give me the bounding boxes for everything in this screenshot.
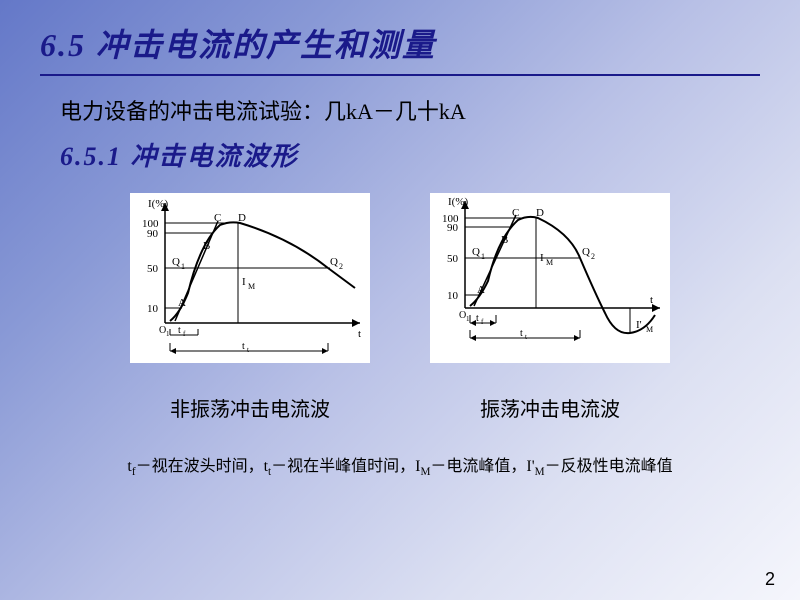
svg-text:1: 1 — [166, 330, 170, 338]
svg-text:t: t — [476, 313, 479, 324]
body-text: 电力设备的冲击电流试验：几kA－几十kA — [0, 94, 800, 126]
figure-2-caption: 振荡冲击电流波 — [480, 393, 620, 422]
svg-text:D: D — [238, 212, 246, 224]
svg-text:B: B — [501, 234, 508, 246]
svg-text:M: M — [546, 258, 553, 267]
svg-text:I': I' — [636, 319, 642, 331]
svg-text:50: 50 — [447, 253, 459, 265]
svg-text:1: 1 — [181, 262, 185, 271]
svg-text:Q: Q — [172, 256, 180, 268]
svg-text:Q: Q — [472, 246, 480, 258]
svg-text:I: I — [540, 252, 544, 264]
svg-text:2: 2 — [591, 252, 595, 261]
svg-text:Q: Q — [330, 256, 338, 268]
svg-text:1: 1 — [466, 315, 470, 323]
figure-1: 100 90 50 10 I(%) t A B C D Q1 Q2 O1 IM — [130, 193, 370, 422]
svg-text:C: C — [214, 212, 221, 224]
svg-text:90: 90 — [447, 222, 459, 234]
page-title: 6.5 冲击电流的产生和测量 — [0, 0, 800, 74]
page-number: 2 — [765, 569, 775, 590]
svg-text:t: t — [520, 328, 523, 339]
svg-text:D: D — [536, 207, 544, 219]
svg-text:2: 2 — [339, 262, 343, 271]
svg-text:I(%): I(%) — [448, 196, 468, 208]
svg-text:I(%): I(%) — [148, 198, 168, 210]
svg-text:10: 10 — [447, 290, 459, 302]
figure-2-svg: 100 90 50 10 I(%) t A B C D Q1 Q2 O1 IM … — [430, 193, 670, 363]
svg-text:A: A — [178, 297, 186, 309]
svg-text:t: t — [525, 333, 527, 341]
footnote: tf－视在波头时间，tt－视在半峰值时间，IM－电流峰值，I'M－反极性电流峰值 — [0, 452, 800, 478]
svg-text:t: t — [358, 328, 361, 340]
svg-text:I: I — [242, 276, 246, 288]
figure-2: 100 90 50 10 I(%) t A B C D Q1 Q2 O1 IM … — [430, 193, 670, 422]
title-underline — [40, 74, 760, 76]
svg-text:C: C — [512, 207, 519, 219]
svg-text:M: M — [248, 282, 255, 291]
svg-text:10: 10 — [147, 303, 159, 315]
svg-text:50: 50 — [147, 263, 159, 275]
section-subtitle: 6.5.1 冲击电流波形 — [0, 136, 800, 173]
svg-text:Q: Q — [582, 246, 590, 258]
svg-text:t: t — [650, 294, 653, 306]
svg-text:1: 1 — [481, 252, 485, 261]
svg-text:t: t — [242, 341, 245, 352]
svg-text:t: t — [247, 346, 249, 354]
svg-text:A: A — [477, 284, 485, 296]
svg-text:90: 90 — [147, 228, 159, 240]
figure-1-svg: 100 90 50 10 I(%) t A B C D Q1 Q2 O1 IM — [130, 193, 370, 363]
figure-1-caption: 非振荡冲击电流波 — [170, 393, 330, 422]
svg-text:B: B — [203, 240, 210, 252]
svg-text:t: t — [178, 325, 181, 336]
svg-text:M: M — [646, 325, 653, 334]
figures-row: 100 90 50 10 I(%) t A B C D Q1 Q2 O1 IM — [0, 193, 800, 422]
